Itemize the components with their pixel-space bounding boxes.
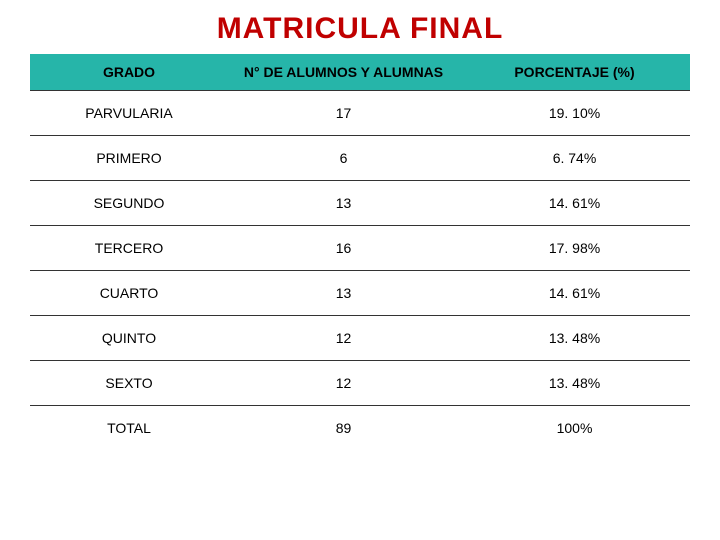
cell-pct: 14. 61%: [459, 271, 690, 316]
table-row: PARVULARIA 17 19. 10%: [30, 91, 690, 136]
table-container: GRADO N° DE ALUMNOS Y ALUMNAS PORCENTAJE…: [0, 54, 720, 450]
cell-count: 89: [228, 406, 459, 451]
table-header-row: GRADO N° DE ALUMNOS Y ALUMNAS PORCENTAJE…: [30, 54, 690, 91]
cell-count: 16: [228, 226, 459, 271]
col-header-porcentaje: PORCENTAJE (%): [459, 54, 690, 91]
table-row: CUARTO 13 14. 61%: [30, 271, 690, 316]
cell-grade: SEGUNDO: [30, 181, 228, 226]
col-header-grado: GRADO: [30, 54, 228, 91]
cell-grade: QUINTO: [30, 316, 228, 361]
cell-grade: TOTAL: [30, 406, 228, 451]
page-title: MATRICULA FINAL: [0, 0, 720, 54]
cell-grade: PARVULARIA: [30, 91, 228, 136]
cell-count: 13: [228, 271, 459, 316]
col-header-alumnos: N° DE ALUMNOS Y ALUMNAS: [228, 54, 459, 91]
cell-count: 6: [228, 136, 459, 181]
cell-count: 12: [228, 361, 459, 406]
table-row: SEGUNDO 13 14. 61%: [30, 181, 690, 226]
cell-pct: 13. 48%: [459, 361, 690, 406]
matricula-table: GRADO N° DE ALUMNOS Y ALUMNAS PORCENTAJE…: [30, 54, 690, 450]
cell-pct: 100%: [459, 406, 690, 451]
cell-pct: 14. 61%: [459, 181, 690, 226]
cell-pct: 6. 74%: [459, 136, 690, 181]
cell-pct: 13. 48%: [459, 316, 690, 361]
cell-count: 13: [228, 181, 459, 226]
cell-grade: SEXTO: [30, 361, 228, 406]
cell-count: 17: [228, 91, 459, 136]
cell-grade: CUARTO: [30, 271, 228, 316]
cell-pct: 17. 98%: [459, 226, 690, 271]
table-row: PRIMERO 6 6. 74%: [30, 136, 690, 181]
table-row: QUINTO 12 13. 48%: [30, 316, 690, 361]
cell-pct: 19. 10%: [459, 91, 690, 136]
table-row: TOTAL 89 100%: [30, 406, 690, 451]
cell-grade: PRIMERO: [30, 136, 228, 181]
table-body: PARVULARIA 17 19. 10% PRIMERO 6 6. 74% S…: [30, 91, 690, 451]
cell-grade: TERCERO: [30, 226, 228, 271]
table-row: SEXTO 12 13. 48%: [30, 361, 690, 406]
cell-count: 12: [228, 316, 459, 361]
table-row: TERCERO 16 17. 98%: [30, 226, 690, 271]
